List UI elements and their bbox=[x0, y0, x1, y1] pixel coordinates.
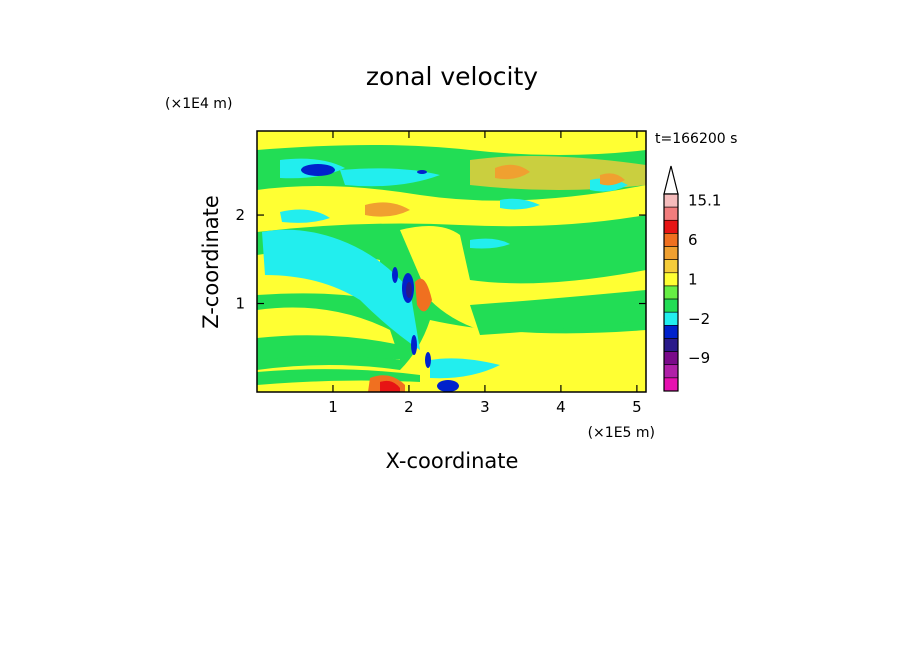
colorbar-swatch bbox=[663, 285, 679, 300]
x-tick-label: 2 bbox=[404, 398, 414, 416]
colorbar-swatch bbox=[663, 298, 679, 313]
x-tick-label: 3 bbox=[480, 398, 490, 416]
colorbar-label: 6 bbox=[688, 231, 698, 249]
colorbar-swatch bbox=[663, 206, 679, 221]
colorbar: 15.1 6 1 −2 −9 bbox=[663, 165, 721, 392]
plot-frame bbox=[256, 130, 647, 393]
colorbar-swatch bbox=[663, 219, 679, 234]
colorbar-label: −2 bbox=[688, 310, 710, 328]
colorbar-swatch bbox=[663, 338, 679, 352]
colorbar-label: 1 bbox=[688, 270, 698, 288]
colorbar-swatch bbox=[663, 233, 679, 247]
y-axis-title: Z-coordinate bbox=[199, 195, 223, 329]
colorbar-swatch bbox=[663, 193, 679, 208]
x-axis-title: X-coordinate bbox=[386, 449, 519, 473]
colorbar-frame bbox=[663, 193, 679, 392]
time-label: t=166200 s bbox=[655, 131, 737, 147]
contour-field bbox=[257, 131, 646, 392]
y-tick-label: 2 bbox=[235, 206, 245, 224]
colorbar-label: −9 bbox=[688, 349, 710, 367]
colorbar-swatch bbox=[663, 351, 679, 366]
y-tick-label: 1 bbox=[235, 295, 245, 313]
x-axis: 1 2 3 4 5 bbox=[328, 131, 642, 416]
x-tick-label: 1 bbox=[328, 398, 338, 416]
chart-title: zonal velocity bbox=[366, 62, 538, 91]
colorbar-swatch bbox=[663, 325, 679, 339]
y-axis: 12 bbox=[235, 206, 646, 313]
colorbar-swatch bbox=[663, 246, 679, 260]
colorbar-swatch bbox=[663, 311, 679, 326]
colorbar-swatch bbox=[663, 377, 679, 392]
colorbar-label: 15.1 bbox=[688, 192, 721, 210]
x-unit-label: (×1E5 m) bbox=[588, 425, 655, 441]
colorbar-swatch bbox=[663, 272, 679, 287]
x-tick-label: 4 bbox=[556, 398, 566, 416]
y-unit-label: (×1E4 m) bbox=[165, 96, 232, 112]
colorbar-swatch bbox=[663, 364, 679, 379]
x-tick-label: 5 bbox=[632, 398, 642, 416]
colorbar-swatch bbox=[663, 259, 679, 274]
colorbar-overflow-triangle bbox=[663, 165, 679, 195]
